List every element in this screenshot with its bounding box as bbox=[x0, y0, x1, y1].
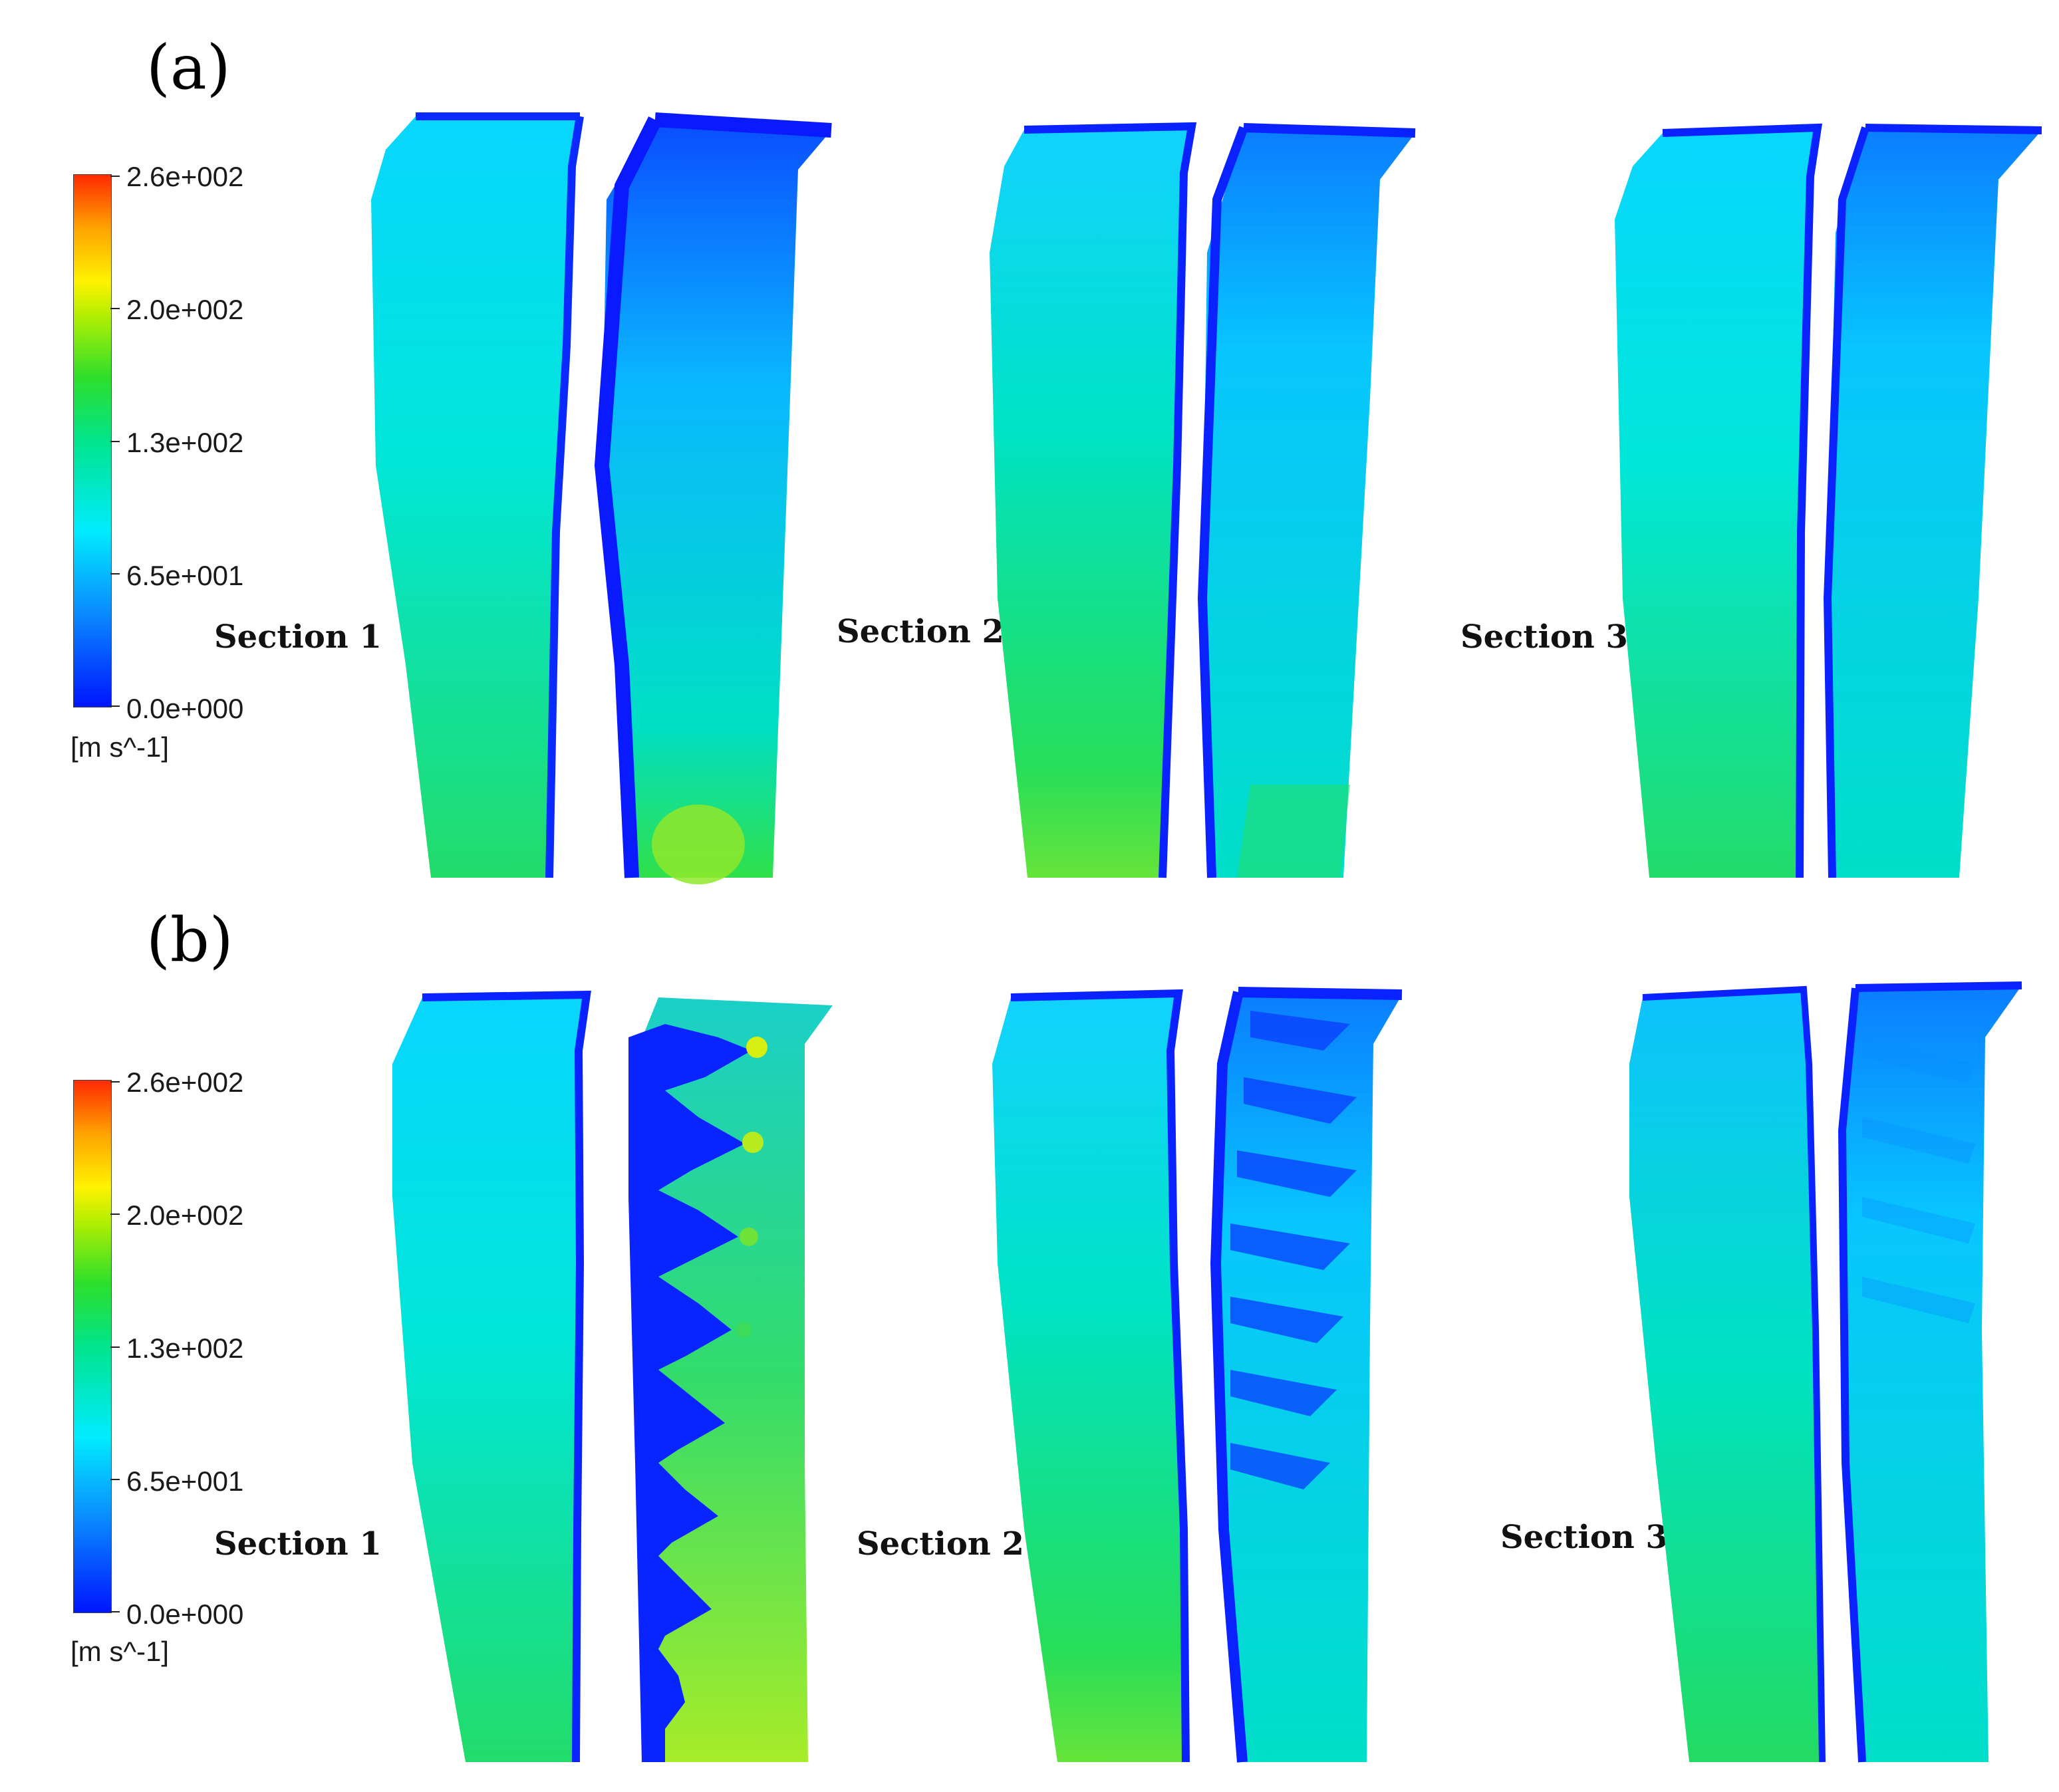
colorbar-b-tick-label: 1.3e+002 bbox=[126, 1333, 244, 1364]
colorbar-b-tick-label: 2.6e+002 bbox=[126, 1067, 244, 1098]
colorbar-a-tick-label: 1.3e+002 bbox=[126, 427, 244, 458]
colorbar-a-unit: [m s^-1] bbox=[70, 731, 170, 763]
b-s1-hotspot bbox=[740, 1227, 758, 1246]
a-s1-hotspot bbox=[652, 805, 745, 884]
colorbar-a-tickmark bbox=[110, 441, 120, 442]
b-s3-left-blade-edge bbox=[1642, 985, 1826, 1763]
b-s1-hotspot bbox=[742, 1132, 763, 1153]
panel-b-section-2-label: Section 2 bbox=[857, 1525, 1024, 1563]
b-s1-right-blade bbox=[628, 997, 833, 1762]
b-s3-faint-streaks bbox=[1862, 1037, 1975, 1323]
colorbar-a-tick-label: 2.6e+002 bbox=[126, 161, 244, 192]
panel-a-section-2-label: Section 2 bbox=[837, 613, 1004, 650]
a-s3-left-blade-edge bbox=[1662, 123, 1823, 878]
panel-a-label: (a) bbox=[146, 32, 231, 103]
colorbar-a-tickmark bbox=[110, 705, 120, 707]
colorbar-a-tick-label: 0.0e+000 bbox=[126, 693, 244, 724]
panel-b-label: (b) bbox=[146, 904, 233, 975]
a-s2-right-bottom-glow bbox=[1237, 785, 1350, 878]
b-s3-left-blade bbox=[1629, 989, 1822, 1762]
a-s2-left-blade bbox=[990, 126, 1192, 878]
b-s2-vortex-streaks bbox=[1230, 1011, 1357, 1489]
b-s1-hotspot bbox=[736, 1322, 752, 1338]
b-s2-right-blade bbox=[1216, 992, 1402, 1762]
a-s2-right-blade bbox=[1202, 128, 1415, 878]
b-s2-left-blade-edge bbox=[1010, 989, 1190, 1763]
a-s2-right-blade-edge bbox=[1197, 123, 1416, 878]
a-s1-right-blade-edge bbox=[594, 112, 832, 878]
colorbar-b-unit: [m s^-1] bbox=[70, 1636, 170, 1667]
b-s2-left-blade bbox=[992, 993, 1186, 1762]
colorbar-b-tick-label: 6.5e+001 bbox=[126, 1466, 244, 1497]
b-s2-right-blade-edge bbox=[1210, 987, 1403, 1763]
colorbar-a bbox=[73, 174, 112, 707]
a-s2-left-blade-edge bbox=[1024, 122, 1197, 878]
b-s1-left-blade bbox=[392, 995, 587, 1762]
panel-a-section-3-label: Section 3 bbox=[1460, 618, 1628, 656]
b-s1-vortex-band bbox=[628, 1024, 752, 1762]
colorbar-b-tick-label: 0.0e+000 bbox=[126, 1599, 244, 1630]
colorbar-b-tickmark bbox=[110, 1214, 120, 1215]
b-s1-left-blade-edge bbox=[422, 990, 591, 1763]
a-s3-left-blade bbox=[1615, 128, 1818, 878]
colorbar-a-tick-label: 2.0e+002 bbox=[126, 294, 244, 325]
colorbar-a-tickmark bbox=[110, 176, 120, 177]
a-s3-right-blade-edge bbox=[1823, 124, 2042, 878]
b-s1-hotspot bbox=[746, 1037, 767, 1058]
b-s3-right-blade bbox=[1842, 985, 2022, 1762]
a-s3-right-blade bbox=[1828, 128, 2042, 878]
colorbar-b bbox=[73, 1080, 112, 1613]
colorbar-b-tickmark bbox=[110, 1081, 120, 1083]
colorbar-a-tickmark bbox=[110, 573, 120, 575]
colorbar-a-tick-label: 6.5e+001 bbox=[126, 560, 244, 591]
colorbar-b-tickmark bbox=[110, 1611, 120, 1612]
a-s1-left-blade bbox=[371, 116, 580, 878]
panel-b-section-3-label: Section 3 bbox=[1500, 1519, 1668, 1556]
panel-a-section-1-label: Section 1 bbox=[214, 618, 382, 656]
a-s1-right-blade bbox=[602, 120, 831, 878]
b-s3-right-blade-edge bbox=[1838, 981, 2022, 1763]
panel-b-section-1-label: Section 1 bbox=[214, 1525, 382, 1563]
a-s1-left-blade-edge bbox=[416, 112, 584, 878]
colorbar-b-tickmark bbox=[110, 1346, 120, 1348]
colorbar-b-tickmark bbox=[110, 1479, 120, 1480]
colorbar-a-tickmark bbox=[110, 308, 120, 309]
colorbar-b-tick-label: 2.0e+002 bbox=[126, 1200, 244, 1231]
